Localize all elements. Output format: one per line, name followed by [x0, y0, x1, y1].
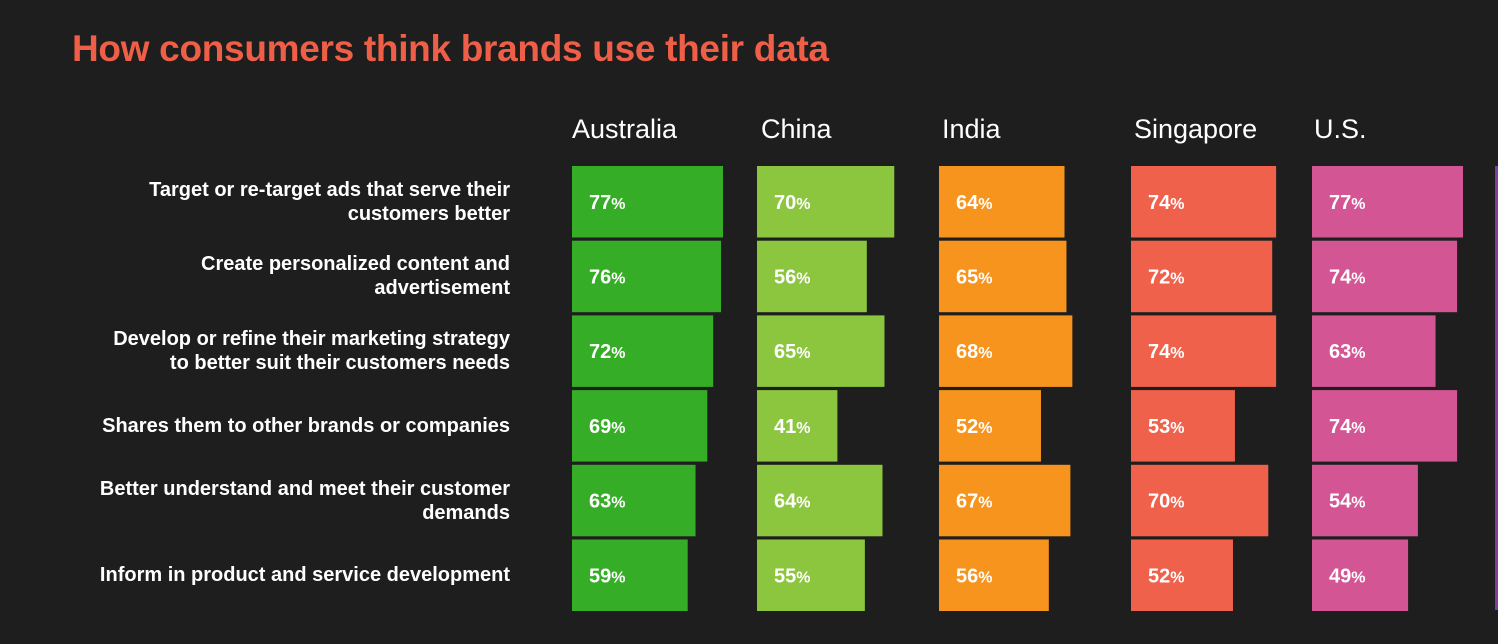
bar [1131, 240, 1273, 313]
bar [572, 166, 723, 238]
bar [572, 240, 722, 313]
row-label-line: Inform in product and service developmen… [99, 564, 510, 587]
bar [572, 464, 696, 537]
bar [1131, 390, 1235, 462]
row-label-line: Better understand and meet their custome… [99, 477, 510, 500]
bar [1312, 315, 1436, 387]
bar [939, 240, 1067, 313]
bar [1312, 539, 1409, 611]
bar [572, 315, 714, 387]
bar-value-label: 53% [1148, 416, 1184, 438]
bar-value-label: 70% [774, 192, 810, 214]
bar [939, 166, 1065, 238]
bar-value-label: 64% [774, 491, 810, 513]
column-header-australia: Australia [572, 114, 678, 144]
bar [939, 539, 1049, 611]
row-label: Better understand and meet their custome… [40, 465, 510, 537]
row-label: Develop or refine their marketing strate… [40, 315, 510, 387]
bar-value-label: 74% [1148, 341, 1184, 363]
row-label: Shares them to other brands or companies [40, 390, 510, 462]
bar [939, 315, 1073, 387]
bar [572, 390, 708, 462]
bar-value-label: 77% [1329, 192, 1365, 214]
chart-title: How consumers think brands use their dat… [72, 28, 829, 69]
row-label-line: Create personalized content and [201, 253, 510, 276]
row-label-line: advertisement [374, 277, 510, 300]
bar-value-label: 65% [774, 341, 810, 363]
bar-value-label: 56% [956, 565, 992, 587]
bar-value-label: 70% [1148, 491, 1184, 513]
row-label: Target or re-target ads that serve their… [40, 166, 510, 238]
bar [757, 390, 838, 462]
row-label: Create personalized content and advertise… [40, 241, 510, 313]
column-header-china: China [761, 114, 832, 144]
bar-value-label: 56% [774, 266, 810, 288]
bar-value-label: 69% [589, 416, 625, 438]
column-header-u-s: U.S. [1314, 114, 1367, 144]
bar [757, 166, 895, 238]
bar [1131, 464, 1269, 537]
bar-value-label: 68% [956, 341, 992, 363]
row-label-line: to better suit their customers needs [169, 352, 510, 375]
bar-value-label: 77% [589, 192, 625, 214]
bar-value-label: 63% [589, 491, 625, 513]
bar-value-label: 64% [956, 192, 992, 214]
row-label-line: demands [422, 501, 510, 524]
bar-value-label: 76% [589, 266, 625, 288]
bar [1131, 315, 1277, 387]
bar-value-label: 41% [774, 416, 810, 438]
bar [1312, 464, 1418, 537]
bar-value-label: 63% [1329, 341, 1365, 363]
bar-value-label: 74% [1329, 266, 1365, 288]
bar-value-label: 72% [1148, 266, 1184, 288]
bar [757, 315, 885, 387]
bar [1312, 240, 1458, 313]
bar [939, 464, 1071, 537]
bar-value-label: 74% [1329, 416, 1365, 438]
cropped-next-column-bar [1495, 166, 1498, 610]
bar [757, 539, 865, 611]
bar-value-label: 49% [1329, 565, 1365, 587]
bar [1131, 166, 1277, 238]
row-label: Inform in product and service developmen… [40, 540, 510, 612]
bar [1131, 539, 1233, 611]
bar-value-label: 74% [1148, 192, 1184, 214]
bar-value-label: 55% [774, 565, 810, 587]
bar-value-label: 65% [956, 266, 992, 288]
row-label-line: Target or re-target ads that serve their [149, 178, 510, 201]
bar [1312, 166, 1463, 238]
column-header-singapore: Singapore [1134, 114, 1258, 144]
bar-value-label: 54% [1329, 491, 1365, 513]
bar [939, 390, 1041, 462]
bar-value-label: 67% [956, 491, 992, 513]
bar [572, 539, 688, 611]
row-label-line: Shares them to other brands or companies [102, 414, 510, 437]
bar [1312, 390, 1458, 462]
row-label-line: Develop or refine their marketing strate… [113, 328, 510, 351]
column-header-india: India [942, 114, 1001, 144]
row-label-line: customers better [347, 202, 510, 225]
bar [757, 464, 883, 537]
bar-value-label: 52% [1148, 565, 1184, 587]
bar [757, 240, 867, 313]
bar-value-label: 52% [956, 416, 992, 438]
bar-value-label: 72% [589, 341, 625, 363]
bar-value-label: 59% [589, 565, 625, 587]
